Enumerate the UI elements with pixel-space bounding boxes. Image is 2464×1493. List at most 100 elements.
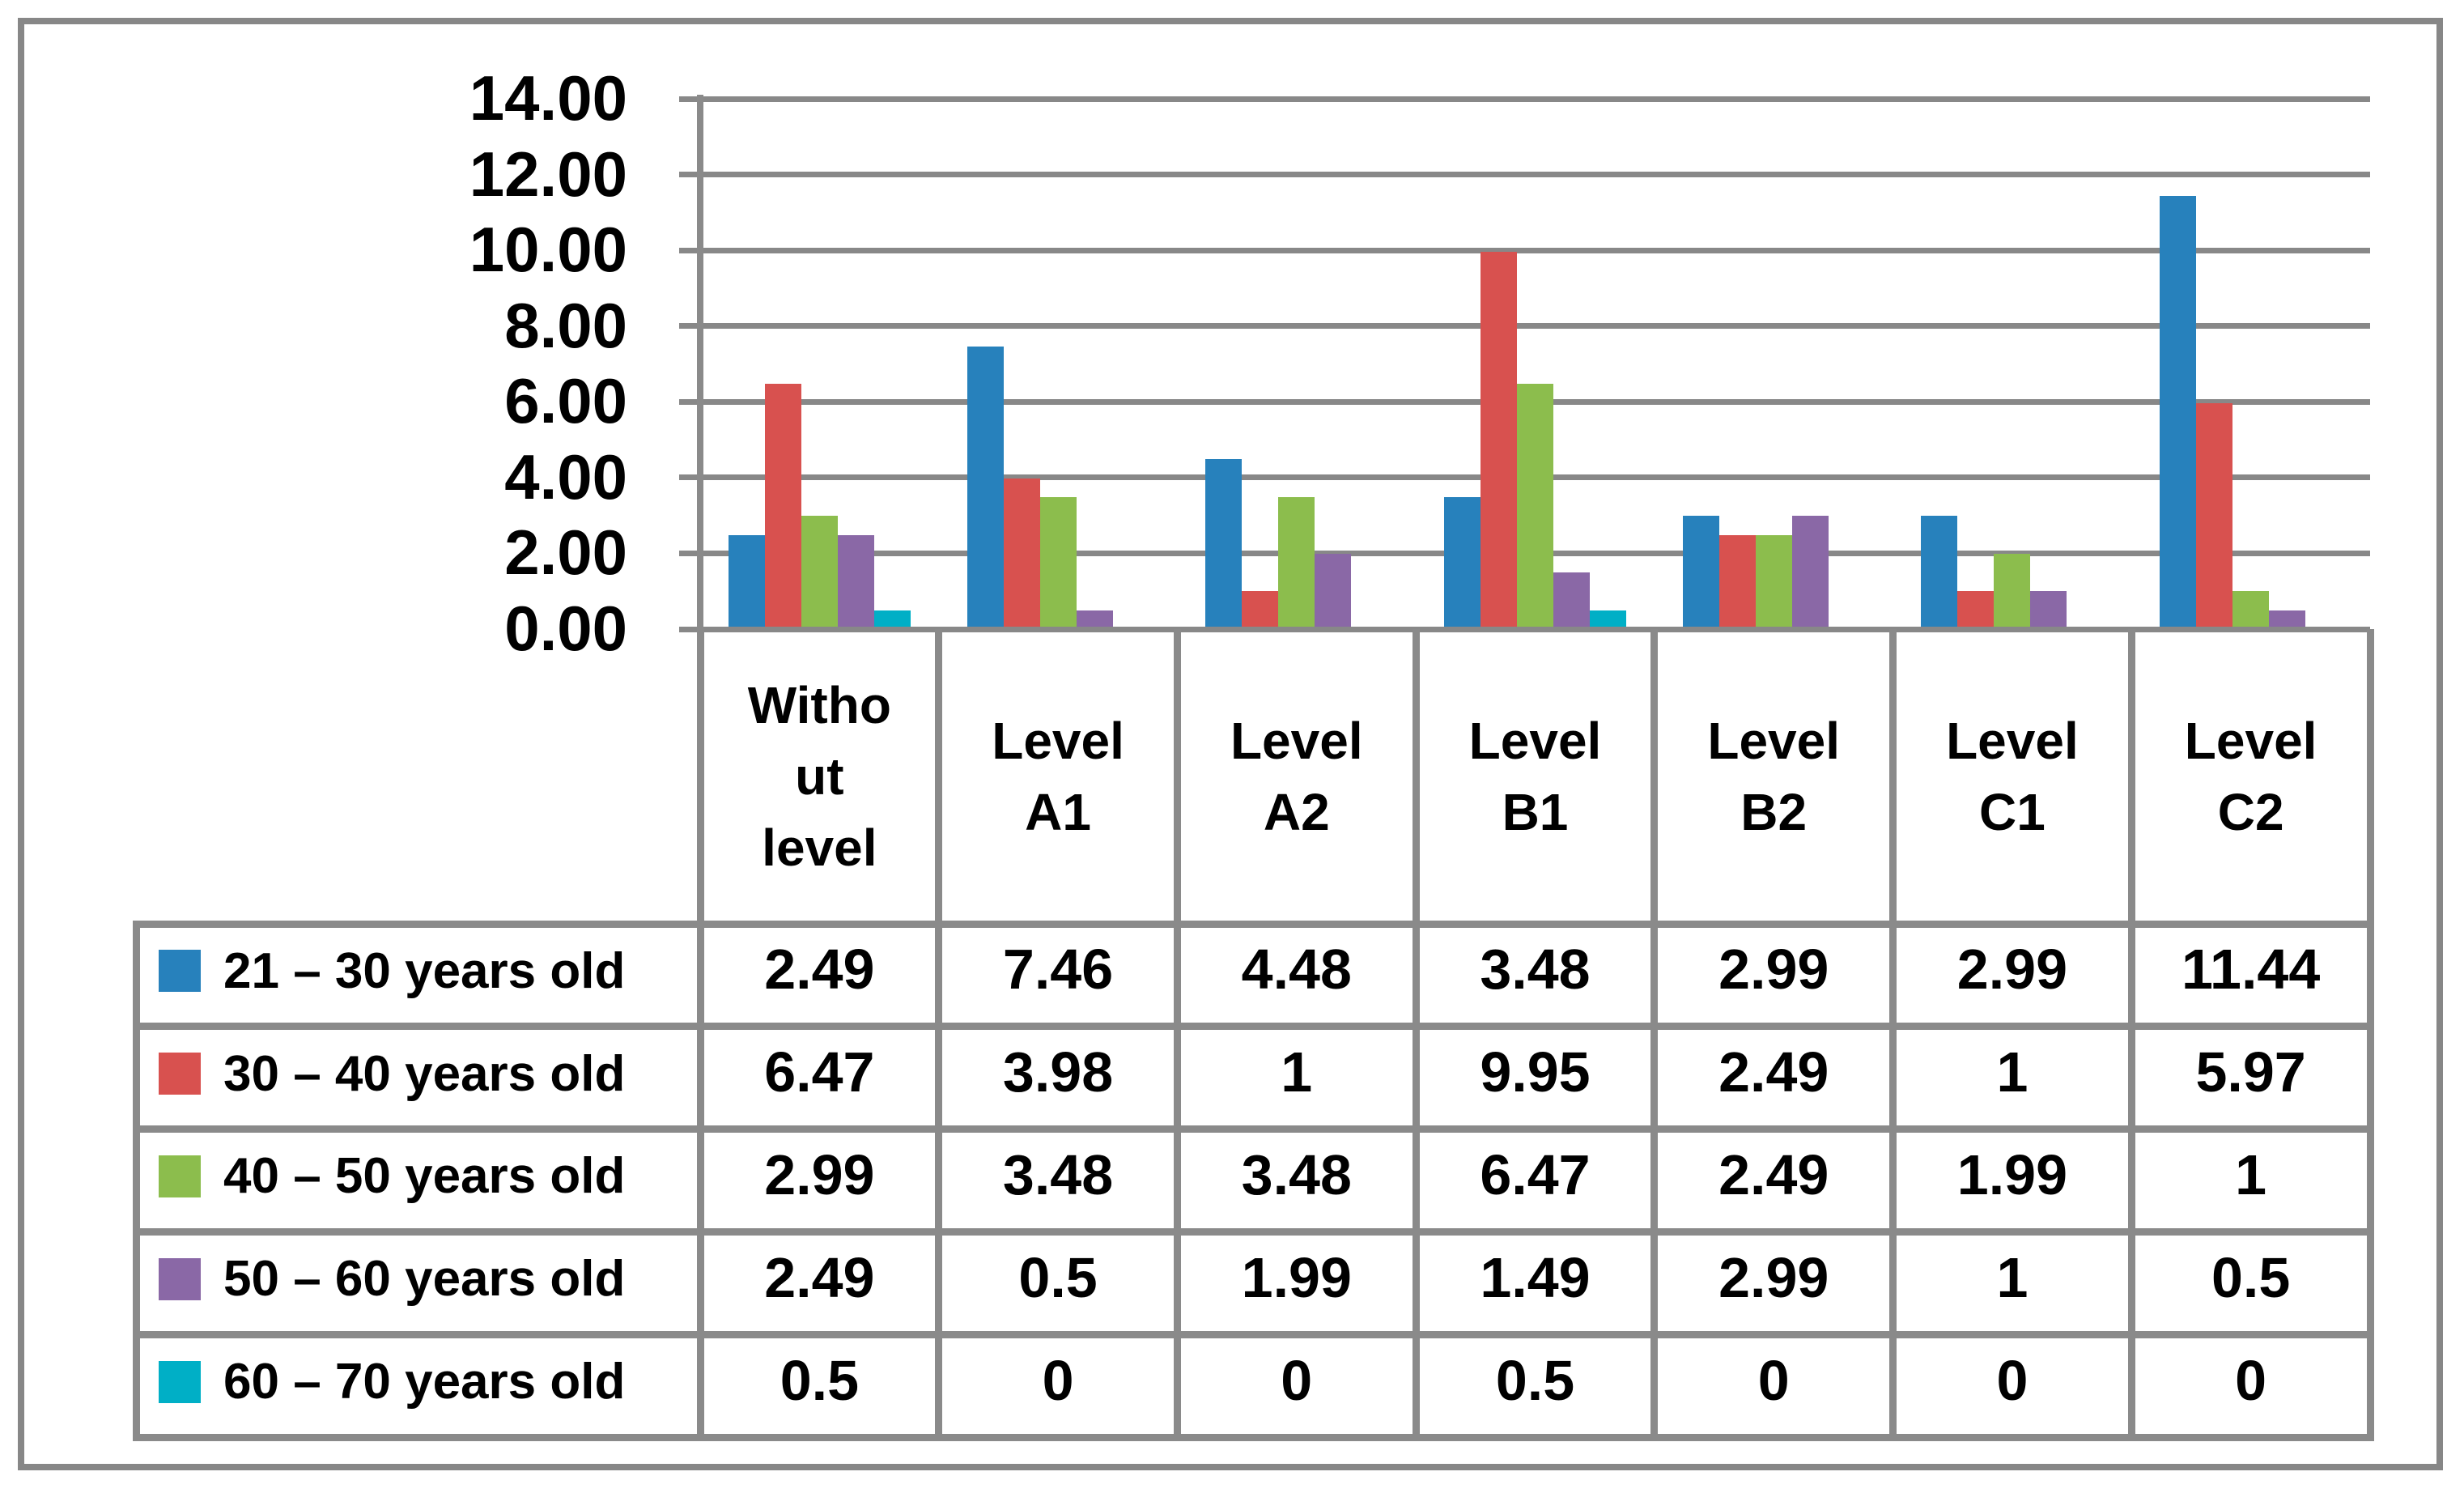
bar-4-level-b2	[1791, 516, 1829, 629]
column-header-line: B1	[1502, 783, 1569, 841]
value-cell: 7.46	[1002, 938, 1114, 1002]
value-cell: 2.99	[1956, 938, 2068, 1002]
value-cell: 3.48	[1002, 1142, 1114, 1206]
table-border-vertical	[2366, 629, 2374, 1441]
table-border-vertical	[696, 629, 704, 1441]
value-cell: 0.5	[1495, 1348, 1575, 1412]
bar-4-level-a1	[1076, 610, 1113, 629]
table-border-vertical	[935, 629, 943, 1441]
value-cell: 4.48	[1241, 938, 1352, 1002]
column-header-line: ut	[795, 746, 844, 806]
y-axis-tick-label: 2.00	[504, 517, 627, 589]
bar-3-level-b2	[1755, 534, 1792, 629]
column-header-line: level	[762, 819, 877, 878]
table-border-vertical	[132, 920, 140, 1441]
y-axis-tick-label: 10.00	[469, 214, 627, 286]
bar-2-level-a1	[1003, 478, 1040, 629]
table-border-vertical	[1173, 629, 1181, 1441]
table-border-vertical	[2127, 629, 2135, 1441]
value-cell: 0.5	[1018, 1245, 1098, 1309]
legend-swatch-2	[159, 1053, 201, 1095]
column-header-line: C2	[2217, 783, 2284, 841]
legend-label: 50 – 60 years old	[223, 1251, 626, 1308]
y-axis-tick-label: 0.00	[504, 593, 627, 664]
bar-3-level-c2	[2232, 591, 2270, 629]
bar-3-level-b1	[1517, 384, 1553, 629]
value-cell: 2.49	[1718, 1040, 1829, 1104]
table-border-horizontal	[132, 1227, 2374, 1236]
bar-1-level-a1	[966, 346, 1004, 629]
value-cell: 1.49	[1480, 1245, 1591, 1309]
table-border-horizontal	[132, 1330, 2374, 1338]
bar-3-level-a2	[1278, 497, 1315, 629]
column-header-line: Level	[992, 711, 1124, 770]
bar-1-level-c2	[2160, 195, 2197, 629]
y-axis-tick-label: 4.00	[504, 440, 627, 513]
bar-2-level-b2	[1718, 534, 1756, 629]
column-header-line: A1	[1025, 783, 1091, 841]
legend-item: 50 – 60 years old	[136, 1231, 700, 1334]
value-cell: 1.99	[1956, 1142, 2068, 1206]
bar-1-level-a2	[1205, 459, 1243, 629]
value-cell: 2.49	[764, 938, 875, 1002]
table-border-vertical	[1412, 629, 1420, 1441]
column-header-level-b1: Level B1	[1416, 632, 1655, 921]
value-cell: 1	[2235, 1142, 2267, 1206]
bar-4-level-a2	[1315, 553, 1352, 629]
value-cell: 6.47	[1480, 1142, 1591, 1206]
legend-label: 40 – 50 years old	[223, 1148, 626, 1205]
value-cell: 1.99	[1241, 1245, 1352, 1309]
column-header-line: B2	[1740, 783, 1808, 841]
value-cell: 0	[1757, 1348, 1790, 1412]
column-header-without-level: Witho ut level	[700, 632, 939, 921]
value-cell: 3.98	[1002, 1040, 1114, 1104]
bar-1-level-b1	[1444, 497, 1481, 629]
y-axis-line	[697, 95, 703, 653]
bar-1-without-level	[728, 534, 765, 629]
value-cell: 2.49	[764, 1245, 875, 1309]
column-header-line: Level	[1230, 711, 1363, 770]
bar-2-level-c2	[2196, 402, 2233, 629]
value-cell: 0	[1996, 1348, 2029, 1412]
legend-item: 40 – 50 years old	[136, 1129, 700, 1232]
legend-item: 21 – 30 years old	[136, 924, 700, 1027]
table-border-vertical	[1889, 629, 1897, 1441]
bar-5-level-b1	[1590, 610, 1626, 629]
legend-item: 60 – 70 years old	[136, 1334, 700, 1437]
bar-4-level-c2	[2269, 610, 2306, 629]
column-header-line: Level	[1707, 711, 1841, 770]
legend-swatch-5	[159, 1360, 201, 1403]
column-header-line: Level	[2184, 711, 2317, 770]
bar-2-without-level	[764, 384, 801, 629]
y-axis-tick-label: 6.00	[504, 365, 627, 437]
table-border-horizontal	[132, 1023, 2374, 1031]
column-header-line: Level	[1468, 711, 1602, 770]
bar-4-without-level	[837, 534, 874, 629]
legend-label: 30 – 40 years old	[223, 1045, 626, 1102]
value-cell: 3.48	[1480, 938, 1591, 1002]
column-header-level-c1: Level C1	[1893, 632, 2132, 921]
value-cell: 1	[1996, 1040, 2029, 1104]
value-cell: 5.97	[2195, 1040, 2306, 1104]
bar-2-level-a2	[1242, 591, 1279, 629]
table-border-horizontal	[132, 1125, 2374, 1134]
bar-3-level-c1	[1994, 553, 2031, 629]
y-axis-tick-label: 14.00	[469, 62, 627, 134]
value-cell: 0	[1042, 1348, 1074, 1412]
bar-3-without-level	[801, 516, 838, 629]
value-cell: 0	[1281, 1348, 1313, 1412]
value-cell: 3.48	[1241, 1142, 1352, 1206]
bar-1-level-b2	[1682, 516, 1719, 629]
gridline	[679, 323, 2370, 330]
legend-swatch-4	[159, 1257, 201, 1300]
gridline	[679, 172, 2370, 178]
x-axis-baseline	[679, 626, 2370, 632]
value-cell: 9.95	[1480, 1040, 1591, 1104]
bar-1-level-c1	[1921, 516, 1958, 629]
value-cell: 0.5	[2211, 1245, 2291, 1309]
value-cell: 2.99	[1718, 938, 1829, 1002]
table-border-horizontal	[132, 920, 2374, 928]
value-cell: 0.5	[780, 1348, 859, 1412]
